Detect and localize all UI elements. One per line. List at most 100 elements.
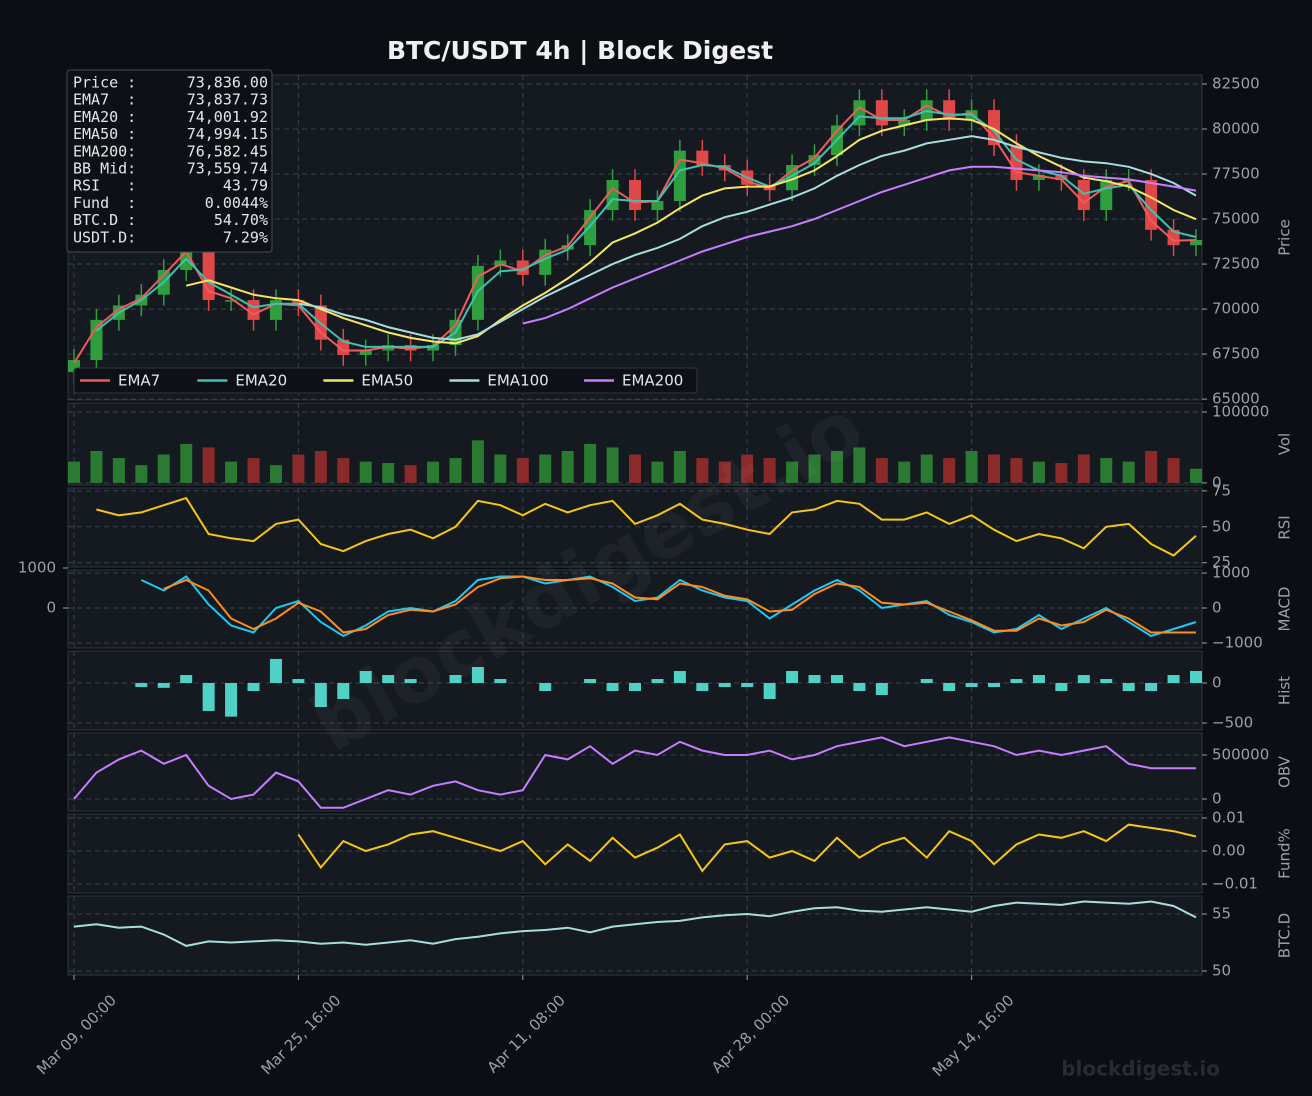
bar — [920, 454, 933, 483]
bar — [404, 679, 417, 684]
bar — [337, 458, 350, 483]
candle-body — [90, 319, 103, 361]
bar — [516, 458, 529, 483]
info-value: 7.29% — [223, 228, 268, 246]
info-value: 74,994.15 — [187, 125, 268, 143]
axis-label: OBV — [1276, 755, 1294, 788]
info-value: 73,836.00 — [187, 74, 268, 92]
bar — [673, 450, 686, 483]
bar — [1167, 675, 1180, 684]
candle-body — [561, 245, 574, 250]
bar — [471, 440, 484, 483]
candle-body — [875, 100, 888, 126]
line-series — [140, 575, 1197, 638]
bar — [1190, 671, 1202, 684]
line-series — [298, 135, 1197, 341]
info-value: 74,001.92 — [187, 108, 268, 126]
axis-label: Fund% — [1276, 828, 1294, 879]
bar — [359, 461, 372, 483]
bar — [180, 675, 193, 684]
y-tick-label: 0 — [1212, 674, 1222, 692]
bar — [449, 675, 462, 684]
y2-tick-label: 1000 — [18, 559, 56, 577]
line-series — [95, 109, 1197, 348]
y-tick-label: 1000 — [1212, 564, 1250, 582]
bar — [180, 443, 193, 483]
axis-label: RSI — [1276, 515, 1294, 539]
axis-label: Vol — [1276, 433, 1294, 455]
legend-box — [73, 367, 698, 394]
bar — [830, 450, 843, 483]
info-label: BB Mid: — [73, 160, 136, 178]
bar — [314, 450, 327, 483]
candle-body — [1010, 145, 1023, 180]
line-series — [73, 104, 1197, 364]
info-label: Price : — [73, 74, 136, 92]
legend-label: EMA100 — [487, 372, 548, 390]
candle-body — [1055, 174, 1068, 180]
line-series — [73, 900, 1197, 947]
candle-body — [225, 300, 238, 302]
bar — [157, 454, 170, 483]
candle-body — [539, 249, 552, 275]
bar — [763, 458, 776, 483]
bar — [741, 683, 754, 688]
bar — [763, 683, 776, 700]
bar — [494, 679, 507, 684]
bar — [718, 683, 731, 688]
line-series — [522, 165, 1197, 325]
info-label: EMA20 : — [73, 108, 136, 126]
bar — [494, 454, 507, 483]
bar — [1010, 679, 1023, 684]
legend-label: EMA7 — [118, 372, 160, 390]
candle-body — [988, 110, 1001, 146]
candle-body — [629, 179, 641, 211]
bar — [988, 683, 1001, 688]
y2-tick-label: 0 — [46, 599, 56, 617]
y-tick-label: 70000 — [1212, 300, 1260, 318]
candle-body — [1190, 240, 1202, 246]
y-tick-label: 100000 — [1212, 403, 1269, 421]
bar — [539, 683, 552, 692]
y-tick-label: 80000 — [1212, 120, 1260, 138]
bar — [1167, 458, 1180, 483]
footer: blockdigest.io — [1061, 1057, 1220, 1081]
bar — [853, 447, 866, 483]
info-value: 54.70% — [214, 211, 268, 229]
bar — [808, 675, 821, 684]
info-value: 0.0044% — [205, 194, 268, 212]
bar — [404, 465, 417, 483]
line-series — [73, 736, 1196, 809]
info-box — [66, 69, 273, 253]
bar — [157, 683, 170, 688]
bar — [247, 683, 260, 692]
info-label: RSI : — [73, 177, 136, 195]
legend-label: EMA20 — [235, 372, 287, 390]
info-label: BTC.D : — [73, 211, 136, 229]
y-tick-label: 500000 — [1212, 746, 1269, 764]
bar — [382, 463, 395, 483]
bar — [741, 454, 754, 483]
bar — [1055, 683, 1068, 692]
bar — [606, 683, 619, 692]
y-tick-label: 50 — [1212, 962, 1231, 980]
bar — [1122, 461, 1135, 483]
y-tick-label: 0.01 — [1212, 808, 1245, 826]
bar — [561, 450, 574, 483]
bar — [225, 461, 238, 483]
bar — [696, 458, 709, 483]
y-tick-label: 0 — [1212, 599, 1222, 617]
panel — [67, 895, 1203, 976]
bar — [853, 683, 866, 692]
y-tick-label: −1000 — [1212, 633, 1263, 651]
bar — [1010, 458, 1023, 483]
bar — [68, 461, 80, 483]
axis-label: MACD — [1276, 587, 1294, 632]
bar — [247, 458, 260, 483]
bar — [786, 461, 799, 483]
bar — [830, 675, 843, 684]
bar — [1190, 468, 1202, 483]
bar — [1122, 683, 1135, 692]
bar — [651, 679, 664, 684]
bar — [1100, 458, 1113, 483]
